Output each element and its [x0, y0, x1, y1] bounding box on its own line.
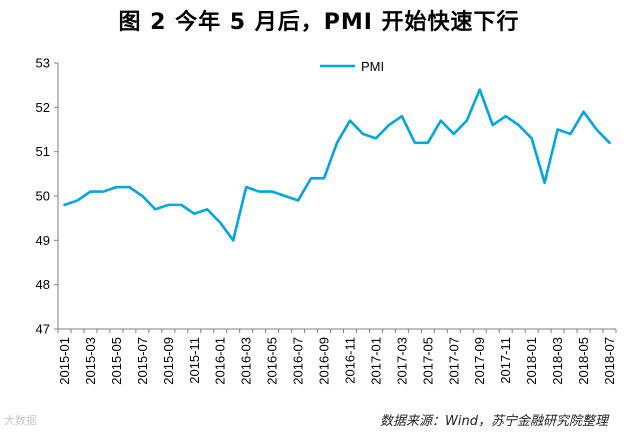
legend-label: PMI [361, 59, 384, 74]
x-tick-label: 2016-03 [239, 337, 254, 385]
x-tick-label: 2018-03 [550, 337, 565, 385]
x-tick-label: 2015-05 [109, 337, 124, 385]
y-tick-label: 50 [36, 189, 50, 204]
y-tick-label: 47 [36, 322, 50, 337]
source-note: 数据来源：Wind，苏宁金融研究院整理 [380, 414, 608, 429]
watermark: 大数据 [4, 414, 37, 427]
x-tick-label: 2017-01 [368, 337, 383, 385]
x-tick-label: 2015-07 [135, 337, 150, 385]
x-tick-label: 2017-05 [420, 337, 435, 385]
x-tick-label: 2017-07 [446, 337, 461, 385]
x-tick-label: 2015-03 [83, 337, 98, 385]
x-tick-label: 2016-09 [317, 337, 332, 385]
x-tick-label: 2016-07 [291, 337, 306, 385]
x-tick-label: 2017-11 [498, 337, 513, 384]
x-tick-label: 2017-09 [472, 337, 487, 385]
series-line-pmi [63, 88, 611, 242]
y-tick-label: 49 [36, 233, 50, 248]
x-tick-label: 2016-11 [342, 337, 357, 384]
chart-title: 图 2 今年 5 月后，PMI 开始快速下行 [118, 10, 520, 35]
y-tick-label: 51 [36, 144, 50, 159]
x-tick-label: 2015-09 [161, 337, 176, 385]
x-tick-label: 2016-01 [213, 337, 228, 385]
y-tick-label: 53 [36, 56, 50, 71]
x-tick-label: 2015-11 [187, 337, 202, 384]
x-tick-label: 2015-01 [57, 337, 72, 385]
x-tick-label: 2018-01 [524, 337, 539, 385]
x-tick-label: 2016-05 [265, 337, 280, 385]
x-tick-label: 2018-05 [576, 337, 591, 385]
y-axis: 47 48 49 50 51 52 53 [36, 56, 59, 337]
series-layer [63, 88, 611, 242]
x-axis: 2015-01 2015-03 2015-05 2015-07 2015-09 2015-… [57, 328, 617, 385]
y-tick-label: 48 [36, 277, 50, 292]
legend: PMI [320, 59, 384, 74]
y-tick-label: 52 [36, 100, 50, 115]
x-tick-label: 2018-07 [602, 337, 617, 385]
x-tick-label: 2017-03 [394, 337, 409, 385]
